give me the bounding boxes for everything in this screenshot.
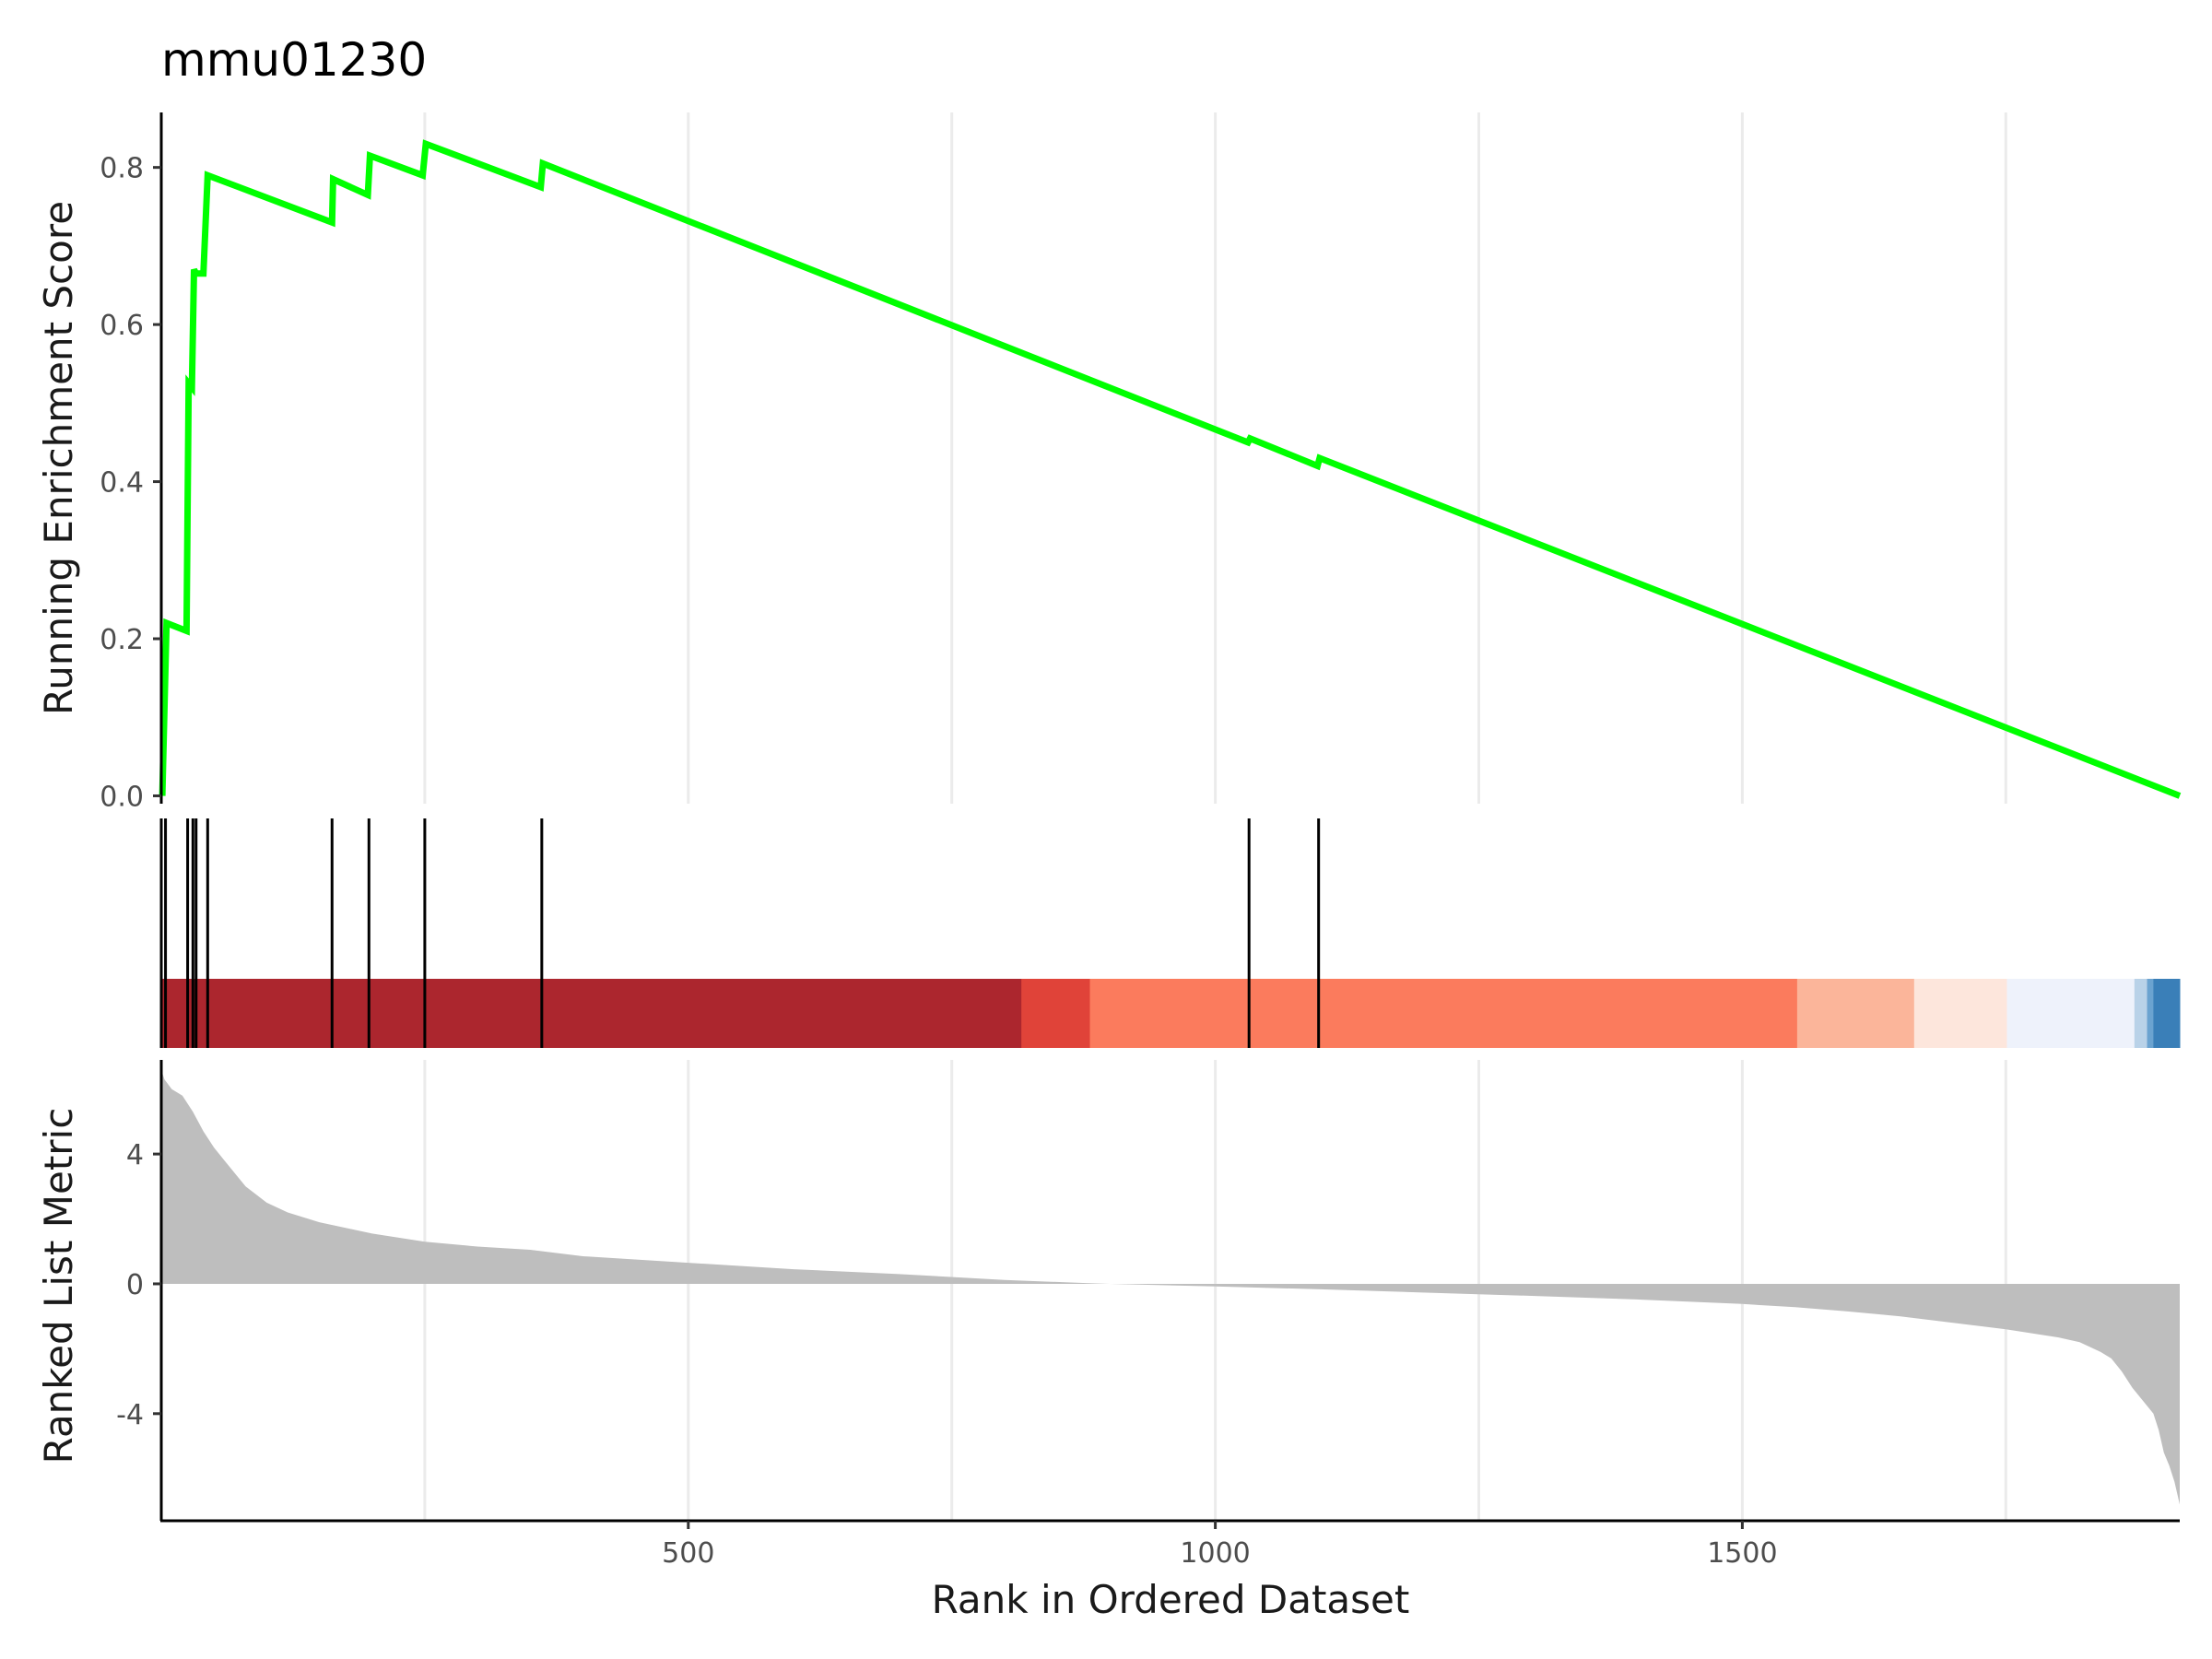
heat-segment-2: [1089, 979, 1798, 1048]
ranked-metric-area: [161, 1069, 2180, 1505]
heat-segment-4: [1913, 979, 2007, 1048]
gene-hits-panel: [159, 818, 2181, 1048]
x-ticks: 500 1000 1500: [662, 1521, 1778, 1570]
metric-y-tick-label-2: 4: [126, 1139, 144, 1171]
rank-heat-bar: [161, 979, 2181, 1048]
heat-segment-3: [1796, 979, 1915, 1048]
heat-segment-6: [2134, 979, 2148, 1048]
running-enrichment-line: [159, 139, 2182, 799]
x-tick-label-1: 1000: [1180, 1537, 1250, 1570]
ranked-metric-panel: -4 0 4 500 1000 1500 Ranked List Metric Rank…: [36, 1060, 2180, 1622]
enrichment-score-panel: 0.0 0.2 0.4 0.6 0.8 Running Enrichment Score: [36, 112, 2182, 813]
plot-title: mmu01230: [161, 33, 427, 87]
heat-segment-1: [1021, 979, 1091, 1048]
heat-segment-5: [2006, 979, 2136, 1048]
gene-hit-lines: [164, 818, 1321, 1048]
metric-y-tick-label-1: 0: [126, 1269, 144, 1301]
heat-segment-7: [2147, 979, 2154, 1048]
x-tick-label-2: 1500: [1707, 1537, 1777, 1570]
enrichment-y-tick-label-1: 0.2: [100, 624, 144, 656]
x-axis-title: Rank in Ordered Dataset: [932, 1577, 1410, 1622]
metric-y-tick-label-0: -4: [116, 1399, 144, 1431]
enrichment-y-tick-label-0: 0.0: [100, 781, 144, 813]
enrichment-y-ticks: 0.0 0.2 0.4 0.6 0.8: [100, 153, 161, 813]
enrichment-y-tick-label-3: 0.6: [100, 310, 144, 342]
enrichment-gridlines: [423, 112, 2007, 804]
enrichment-y-tick-label-4: 0.8: [100, 153, 144, 185]
x-tick-label-0: 500: [662, 1537, 714, 1570]
metric-y-ticks: -4 0 4: [116, 1139, 161, 1431]
heat-segment-8: [2153, 979, 2181, 1048]
enrichment-y-axis-title: Running Enrichment Score: [36, 201, 81, 715]
heat-segment-0: [161, 979, 1022, 1048]
metric-y-axis-title: Ranked List Metric: [36, 1108, 81, 1465]
enrichment-y-tick-label-2: 0.4: [100, 467, 144, 500]
